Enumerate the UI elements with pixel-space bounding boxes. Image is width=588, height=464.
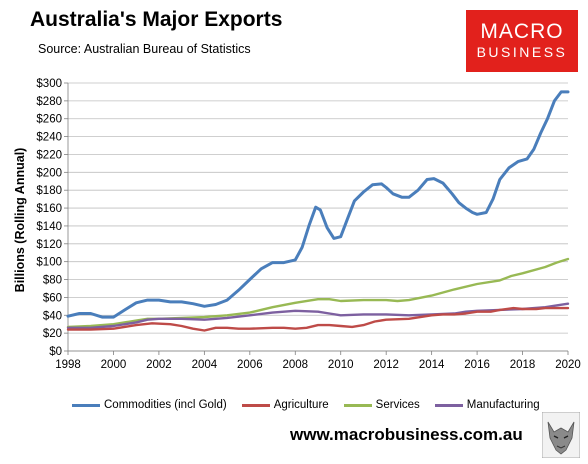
y-tick-label: $160 — [36, 203, 62, 215]
wolf-mascot-icon — [542, 412, 580, 458]
series-line-commodities-incl-gold — [66, 90, 570, 319]
macrobusiness-logo: MACRO BUSINESS — [466, 10, 578, 72]
y-tick-label: $140 — [36, 221, 62, 233]
legend-label-commodities: Commodities (incl Gold) — [104, 399, 227, 411]
legend-swatch-services — [343, 403, 372, 407]
x-tick-label: 2010 — [328, 359, 354, 371]
x-tick-label: 2002 — [146, 359, 172, 371]
legend-item-agriculture: Agriculture — [241, 399, 329, 411]
legend-label-agriculture: Agriculture — [273, 399, 329, 411]
legend-item-services: Services — [343, 399, 420, 411]
x-tick-label: 2000 — [101, 359, 127, 371]
axes — [64, 82, 569, 355]
y-tick-label: $100 — [36, 257, 62, 269]
series-line-agriculture — [66, 306, 570, 332]
x-tick-label: 1998 — [55, 359, 81, 371]
y-tick-label: $300 — [36, 78, 62, 90]
legend-item-manufacturing: Manufacturing — [434, 399, 540, 411]
legend-swatch-agriculture — [241, 403, 270, 407]
legend-swatch-manufacturing — [434, 403, 463, 407]
x-tick-label: 2006 — [237, 359, 263, 371]
logo-line-2: BUSINESS — [476, 44, 568, 60]
y-tick-label: $240 — [36, 132, 62, 144]
y-tick-label: $0 — [49, 346, 62, 358]
x-tick-label: 2018 — [510, 359, 536, 371]
x-tick-label: 2004 — [192, 359, 218, 371]
y-tick-label: $260 — [36, 114, 62, 126]
y-tick-label: $220 — [36, 149, 62, 161]
legend: Commodities (incl Gold) Agriculture Serv… — [72, 399, 555, 411]
x-tick-label: 2012 — [373, 359, 399, 371]
y-tick-label: $20 — [43, 328, 62, 340]
website-url: www.macrobusiness.com.au — [290, 425, 523, 444]
series-lines — [66, 90, 570, 332]
x-tick-label: 2014 — [419, 359, 445, 371]
line-chart: $0 $20 $40 $60 $80 $100 $120 $140 $160 $180 $200 $2… — [36, 78, 581, 371]
x-tick-label: 2016 — [464, 359, 490, 371]
y-tick-label: $180 — [36, 185, 62, 197]
y-tick-label: $120 — [36, 239, 62, 251]
series-line-services — [66, 257, 570, 329]
x-tick-label: 2020 — [555, 359, 581, 371]
logo-line-1: MACRO — [480, 20, 564, 43]
y-tick-label: $80 — [43, 275, 62, 287]
y-tick-label: $200 — [36, 167, 62, 179]
x-tick-label: 2008 — [282, 359, 308, 371]
chart-source: Source: Australian Bureau of Statistics — [38, 42, 251, 56]
x-tick-labels: 1998 2000 2002 2004 2006 2008 2010 2012 2014 2016… — [55, 359, 581, 371]
legend-item-commodities: Commodities (incl Gold) — [72, 399, 227, 411]
legend-label-manufacturing: Manufacturing — [466, 399, 540, 411]
legend-swatch-commodities — [72, 403, 100, 407]
chart-title: Australia's Major Exports — [30, 8, 283, 31]
y-tick-labels: $0 $20 $40 $60 $80 $100 $120 $140 $160 $180 $200 $2… — [36, 78, 62, 358]
legend-label-services: Services — [375, 399, 420, 411]
y-tick-label: $280 — [36, 96, 62, 108]
y-tick-label: $60 — [43, 292, 62, 304]
y-tick-label: $40 — [43, 310, 62, 322]
